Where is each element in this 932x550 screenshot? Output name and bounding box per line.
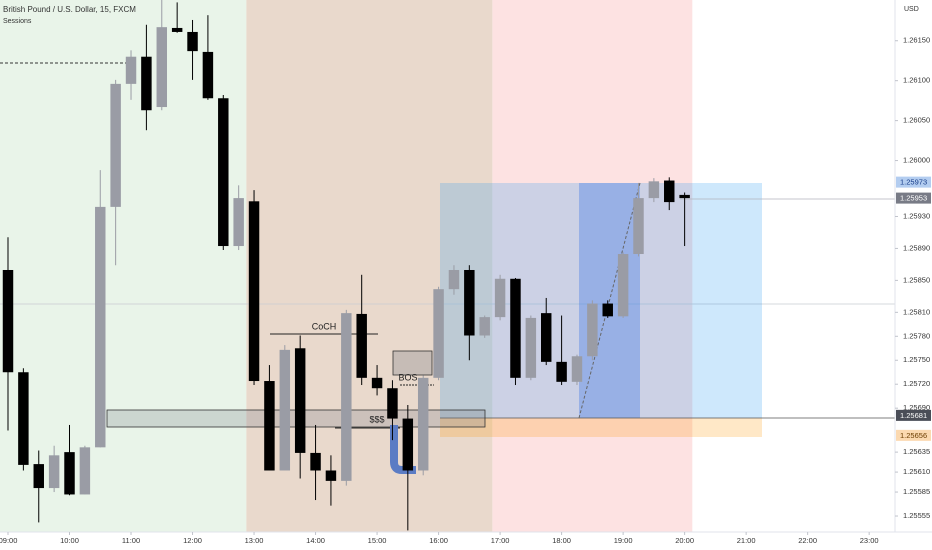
candle-body [325,470,337,481]
y-tick-label: 1.25720 [903,379,930,388]
candle-body [279,349,291,471]
y-tick-label: 1.26050 [903,116,930,125]
candle-body [433,289,444,378]
candle-body [679,194,690,199]
x-tick-label: 14:00 [306,536,325,545]
x-tick-label: 17:00 [491,536,510,545]
candle-body [479,317,490,336]
candle-body [248,201,260,382]
candle-body [402,418,414,471]
x-tick-label: 22:00 [798,536,817,545]
candle-body [33,464,44,489]
price-marker [896,429,931,441]
y-tick-label: 1.25690 [903,403,930,412]
x-tick-label: 20:00 [675,536,694,545]
x-tick-label: 13:00 [245,536,264,545]
order-block [392,350,433,376]
y-tick-label: 1.26150 [903,36,930,45]
annotation: $$$ [369,414,384,424]
y-tick-label: 1.26000 [903,156,930,165]
candle-body [187,31,198,52]
y-tick-label: 1.25635 [903,447,930,456]
target-zone [440,183,762,418]
annotation: BOS [398,372,417,382]
candle-body [510,278,521,378]
price-marker [896,176,931,188]
candle-body [633,198,644,255]
y-tick-label: 1.25780 [903,331,930,340]
annotation: CoCH [312,321,337,331]
y-tick-label: 1.25890 [903,243,930,252]
x-tick-label: 09:00 [0,536,17,545]
price-marker [896,192,931,204]
y-tick-label: 1.25850 [903,275,930,284]
y-axis-label: USD [904,6,919,13]
candle-body [2,269,14,373]
x-tick-label: 18:00 [552,536,571,545]
candle-body [79,447,91,495]
x-tick-label: 19:00 [614,536,633,545]
stop-zone [440,418,762,437]
candle-body [387,388,398,419]
candle-body [264,381,275,471]
candle-body [95,206,106,448]
session-band [492,0,693,532]
candle-body [156,27,168,108]
marker-icon [390,425,416,474]
trade-path [578,182,641,419]
x-tick-label: 23:00 [860,536,879,545]
candle-body [48,455,60,489]
x-tick-label: 11:00 [122,536,140,545]
candles-layer [2,0,690,531]
candle-body [571,356,583,382]
chart-title: British Pound / U.S. Dollar, 15, FXCM [3,5,136,14]
candle-body [218,98,229,247]
candle-body [202,51,214,99]
candle-body [233,198,244,247]
candle-body [648,181,660,199]
candle-body [540,313,552,362]
candle-body [110,83,121,207]
candle-body [125,56,137,84]
x-tick-label: 12:00 [183,536,202,545]
candle-body [417,377,429,471]
x-tick-label: 10:00 [60,536,79,545]
candle-body [356,313,367,378]
candle-body [664,180,675,203]
price-marker-label: 1.25973 [900,178,927,187]
chart-subtitle: Sessions [3,18,32,25]
candle-body [602,303,613,317]
x-tick-label: 15:00 [368,536,387,545]
candle-body [171,27,183,32]
price-marker-label: 1.25953 [900,194,927,203]
candle-body [310,452,321,471]
candle-body [617,254,629,317]
candle-body [64,452,75,495]
candle-body [494,278,506,318]
x-tick-label: 16:00 [429,536,448,545]
y-tick-label: 1.25750 [903,355,930,364]
candle-body [294,348,306,453]
y-tick-label: 1.25610 [903,467,930,476]
price-marker [896,409,931,421]
candle-body [448,269,460,290]
price-marker-label: 1.25656 [900,431,927,440]
axes-layer: 1.26150 1.26100 1.26050 1.26000 1.25930 1.258… [0,36,931,545]
y-tick-label: 1.25555 [903,511,930,520]
y-tick-label: 1.26100 [903,76,930,85]
y-tick-label: 1.25585 [903,487,930,496]
candle-body [371,377,383,389]
candle-body [556,361,567,382]
candle-body [525,317,537,378]
candle-body [464,269,475,336]
x-tick-label: 21:00 [737,536,756,545]
candle-body [141,56,152,111]
y-tick-label: 1.25810 [903,307,930,316]
y-tick-label: 1.25930 [903,211,930,220]
candle-body [341,313,352,481]
price-marker-label: 1.25681 [900,411,927,420]
candle-body [587,303,598,357]
candle-body [18,372,29,465]
